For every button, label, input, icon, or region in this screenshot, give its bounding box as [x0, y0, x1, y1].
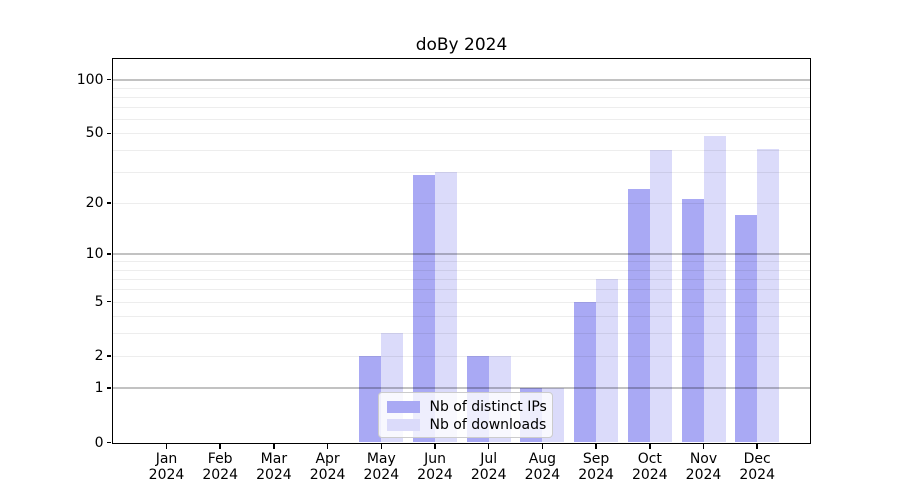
gridline-minor-50	[112, 133, 810, 135]
y-tick-5	[106, 300, 111, 303]
x-tick-month-nov: Nov	[689, 450, 718, 467]
x-tick-label-sep: Sep 2024	[568, 451, 624, 483]
legend: Nb of distinct IPs Nb of downloads	[377, 391, 553, 438]
y-tick-10	[106, 253, 111, 255]
y-tick-50	[106, 132, 111, 134]
x-tick-label-nov: Nov 2024	[676, 451, 732, 483]
bar-distinct-ips-dec	[735, 215, 758, 443]
x-tick-jul	[487, 444, 490, 449]
x-tick-year-mar: 2024	[256, 466, 292, 483]
y-tick-label-1: 1	[94, 379, 104, 396]
y-tick-100	[106, 78, 111, 81]
x-tick-year-may: 2024	[363, 466, 400, 483]
bar-downloads-oct	[649, 150, 672, 443]
gridline-major-100	[112, 79, 810, 81]
gridline-minor-60	[112, 119, 810, 121]
x-tick-year-sep: 2024	[578, 466, 614, 483]
y-tick-1	[106, 387, 111, 389]
x-tick-year-nov: 2024	[685, 466, 722, 483]
x-tick-label-apr: Apr 2024	[300, 451, 356, 483]
x-tick-month-may: May	[366, 450, 396, 467]
x-tick-mar	[273, 444, 275, 449]
gridline-minor-90	[112, 87, 810, 89]
legend-entry-downloads: Nb of downloads	[386, 416, 547, 434]
gridline-minor-80	[112, 96, 810, 98]
y-tick-label-10: 10	[85, 245, 104, 262]
x-tick-month-aug: Aug	[528, 450, 557, 467]
y-tick-label-20: 20	[85, 195, 104, 212]
x-tick-label-aug: Aug 2024	[514, 451, 570, 483]
x-tick-month-jun: Jun	[424, 450, 446, 467]
x-tick-month-feb: Feb	[207, 450, 233, 467]
x-tick-year-feb: 2024	[202, 466, 238, 483]
y-tick-2	[106, 355, 111, 357]
bar-downloads-nov	[703, 136, 726, 443]
x-tick-month-dec: Dec	[743, 450, 771, 467]
bar-distinct-ips-nov	[681, 199, 704, 443]
y-tick-0	[106, 441, 111, 444]
y-tick-label-2: 2	[94, 348, 104, 365]
x-tick-label-mar: Mar 2024	[246, 451, 302, 483]
x-tick-year-dec: 2024	[739, 466, 775, 483]
x-tick-jan	[165, 444, 168, 449]
bar-distinct-ips-oct	[627, 189, 650, 443]
x-tick-month-oct: Oct	[637, 450, 662, 467]
x-tick-label-oct: Oct 2024	[622, 451, 678, 483]
x-tick-aug	[541, 444, 544, 449]
x-tick-label-jun: Jun 2024	[407, 451, 463, 483]
x-tick-oct	[649, 444, 651, 449]
legend-label-downloads: Nb of downloads	[429, 416, 547, 433]
plot-area: 100 50 20 10 5 2 1 0 Jan 2024 Feb 2024 Mar 2024 Apr 202…	[77, 57, 811, 483]
legend-label-distinct-ips: Nb of distinct IPs	[429, 398, 547, 415]
x-tick-nov	[702, 444, 705, 449]
chart-title: doBy 2024	[415, 35, 508, 55]
x-tick-label-feb: Feb 2024	[192, 451, 248, 483]
x-tick-year-jan: 2024	[148, 466, 185, 483]
gridline-minor-70	[112, 107, 810, 109]
x-tick-label-may: May 2024	[353, 451, 409, 483]
bar-downloads-sep	[596, 278, 619, 443]
x-tick-sep	[595, 444, 597, 449]
y-tick-label-100: 100	[76, 71, 104, 88]
legend-swatch-downloads	[386, 418, 420, 431]
x-tick-year-jul: 2024	[470, 466, 507, 483]
x-tick-label-dec: Dec 2024	[729, 451, 785, 483]
x-tick-label-jul: Jul 2024	[461, 451, 517, 483]
x-tick-year-oct: 2024	[631, 466, 668, 483]
x-tick-month-sep: Sep	[582, 450, 610, 467]
legend-entry-distinct-ips: Nb of distinct IPs	[386, 398, 547, 416]
y-tick-label-50: 50	[85, 125, 104, 142]
legend-swatch-distinct-ips	[386, 400, 420, 413]
x-tick-year-aug: 2024	[524, 466, 561, 483]
x-tick-jun	[434, 444, 436, 449]
y-tick-label-5: 5	[94, 293, 104, 310]
x-tick-month-jan: Jan	[155, 450, 178, 467]
y-tick-label-0: 0	[94, 434, 104, 451]
x-tick-apr	[326, 444, 329, 449]
bar-distinct-ips-jun	[413, 174, 435, 443]
bar-downloads-jun	[435, 172, 457, 443]
x-tick-dec	[756, 444, 758, 449]
x-tick-month-jul: Jul	[480, 450, 498, 467]
bar-distinct-ips-sep	[574, 301, 597, 443]
x-tick-year-jun: 2024	[417, 466, 453, 483]
bar-distinct-ips-may	[359, 356, 382, 443]
y-tick-20	[106, 202, 111, 204]
x-tick-label-jan: Jan 2024	[139, 451, 195, 483]
x-tick-year-apr: 2024	[309, 466, 346, 483]
x-tick-may	[380, 444, 383, 449]
bar-downloads-dec	[757, 148, 780, 443]
x-tick-month-apr: Apr	[315, 450, 340, 467]
x-tick-month-mar: Mar	[260, 450, 288, 467]
x-tick-feb	[219, 444, 221, 449]
